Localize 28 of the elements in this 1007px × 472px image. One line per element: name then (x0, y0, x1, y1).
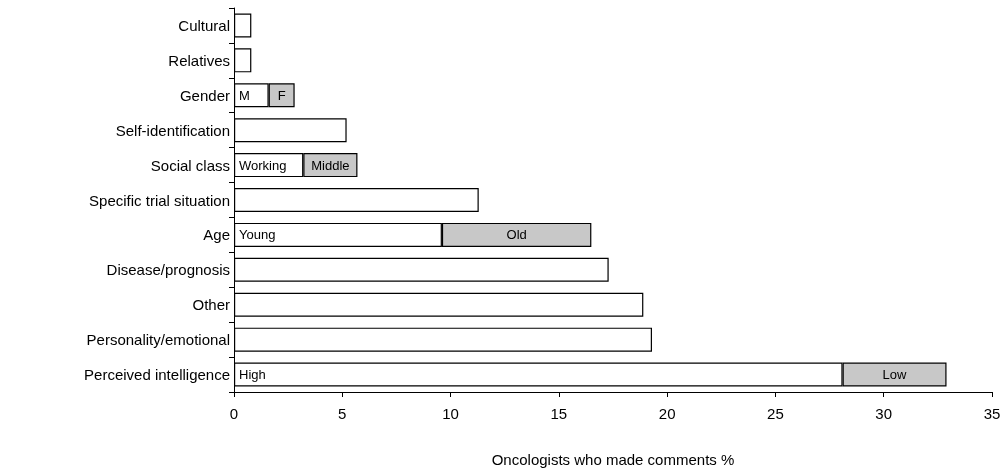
data-label: Low (882, 367, 908, 383)
data-label: High (239, 367, 266, 383)
data-label: Working (239, 157, 287, 173)
y-tick-label: Other (192, 296, 230, 314)
x-tick-label: 15 (550, 405, 568, 422)
data-label: Young (239, 227, 276, 243)
y-tick-label: Self-identification (115, 121, 230, 139)
y-tick-label: Cultural (178, 16, 230, 34)
y-tick-label: Personality/emotional (86, 331, 230, 349)
data-label: M (239, 87, 250, 103)
x-tick-label: 25 (767, 405, 784, 422)
y-tick-label: Disease/prognosis (106, 261, 230, 279)
x-tick-label: 35 (983, 405, 1001, 422)
x-axis-title: Oncologists who made comments % (491, 451, 735, 468)
x-tick-label: 0 (229, 405, 239, 422)
y-tick-label: Gender (179, 86, 230, 104)
y-tick-label: Specific trial situation (89, 191, 230, 209)
x-tick-label: 20 (658, 405, 676, 422)
x-tick-label: 30 (875, 405, 893, 422)
y-tick-label: Age (203, 226, 230, 244)
y-tick-label: Social class (150, 156, 230, 174)
x-tick-label: 5 (338, 405, 347, 422)
data-label: F (277, 87, 286, 103)
data-label: Old (506, 227, 527, 243)
data-label: Middle (311, 157, 350, 173)
x-tick-label: 10 (442, 405, 459, 422)
y-tick-label: Perceived intelligence (84, 366, 230, 384)
y-tick-label: Relatives (168, 51, 230, 69)
